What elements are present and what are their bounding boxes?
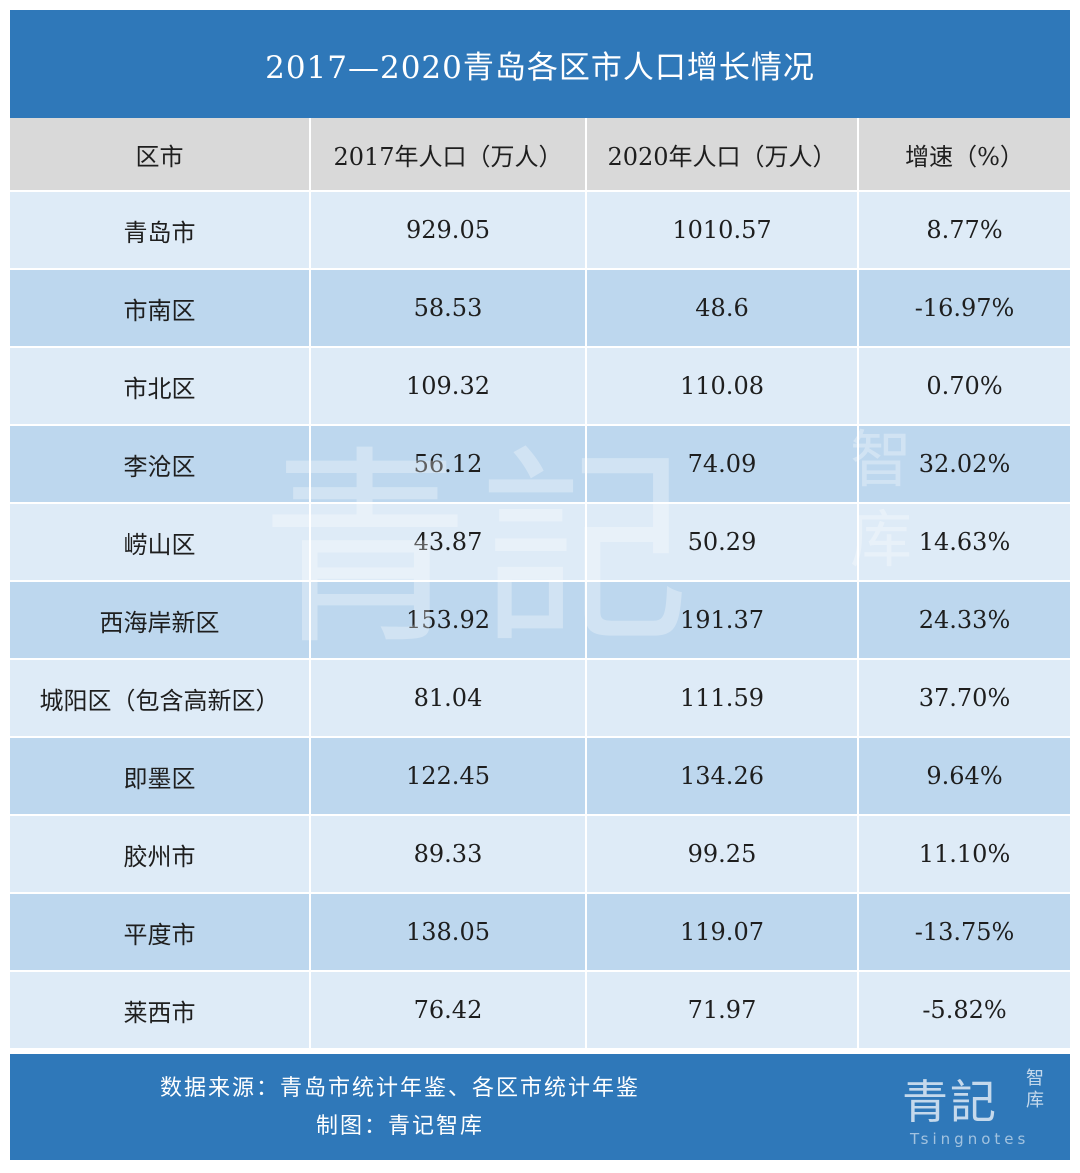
cell-pop-2017: 109.32	[310, 347, 587, 426]
cell-pop-2017: 76.42	[310, 971, 587, 1050]
cell-district: 平度市	[10, 893, 311, 972]
cell-pop-2017: 43.87	[310, 503, 587, 582]
table-row: 城阳区（包含高新区） 81.04 111.59 37.70%	[10, 659, 1070, 738]
cell-pop-2020: 191.37	[586, 581, 859, 660]
cell-pop-2017: 929.05	[310, 191, 587, 270]
cell-pop-2017: 153.92	[310, 581, 587, 660]
table-row: 市北区 109.32 110.08 0.70%	[10, 347, 1070, 426]
logo-sub-text: 智库	[1026, 1068, 1044, 1111]
table-row: 市南区 58.53 48.6 -16.97%	[10, 269, 1070, 348]
table-row: 李沧区 56.12 74.09 32.02%	[10, 425, 1070, 504]
cell-pop-2020: 119.07	[586, 893, 859, 972]
table-row: 莱西市 76.42 71.97 -5.82%	[10, 971, 1070, 1050]
cell-growth: -16.97%	[858, 269, 1070, 348]
table-row: 胶州市 89.33 99.25 11.10%	[10, 815, 1070, 894]
cell-growth: 32.02%	[858, 425, 1070, 504]
table-title: 2017—2020青岛各区市人口增长情况	[10, 10, 1070, 118]
cell-pop-2020: 1010.57	[586, 191, 859, 270]
header-pop-2020: 2020年人口（万人）	[586, 118, 859, 192]
header-growth: 增速（%）	[858, 118, 1070, 192]
cell-pop-2017: 122.45	[310, 737, 587, 816]
cell-pop-2020: 110.08	[586, 347, 859, 426]
footer-bar: 数据来源：青岛市统计年鉴、各区市统计年鉴 制图：青记智库 青記 智库 Tsing…	[10, 1054, 1070, 1160]
cell-district: 莱西市	[10, 971, 311, 1050]
cell-pop-2020: 74.09	[586, 425, 859, 504]
cell-pop-2020: 134.26	[586, 737, 859, 816]
table-header-row: 区市 2017年人口（万人） 2020年人口（万人） 增速（%）	[10, 118, 1070, 192]
cell-pop-2017: 58.53	[310, 269, 587, 348]
population-table: 区市 2017年人口（万人） 2020年人口（万人） 增速（%） 青岛市 929.…	[10, 118, 1070, 1050]
chart-maker-note: 制图：青记智库	[315, 1114, 484, 1139]
cell-district: 即墨区	[10, 737, 311, 816]
table-row: 崂山区 43.87 50.29 14.63%	[10, 503, 1070, 582]
data-source-note: 数据来源：青岛市统计年鉴、各区市统计年鉴	[159, 1076, 640, 1101]
cell-pop-2017: 56.12	[310, 425, 587, 504]
table-row: 青岛市 929.05 1010.57 8.77%	[10, 191, 1070, 270]
cell-pop-2017: 138.05	[310, 893, 587, 972]
cell-growth: 11.10%	[858, 815, 1070, 894]
cell-district: 城阳区（包含高新区）	[10, 659, 311, 738]
cell-growth: 9.64%	[858, 737, 1070, 816]
cell-growth: 14.63%	[858, 503, 1070, 582]
cell-pop-2017: 81.04	[310, 659, 587, 738]
table-row: 平度市 138.05 119.07 -13.75%	[10, 893, 1070, 972]
cell-district: 崂山区	[10, 503, 311, 582]
cell-district: 西海岸新区	[10, 581, 311, 660]
cell-pop-2020: 71.97	[586, 971, 859, 1050]
cell-pop-2017: 89.33	[310, 815, 587, 894]
cell-district: 市南区	[10, 269, 311, 348]
cell-district: 青岛市	[10, 191, 311, 270]
cell-pop-2020: 48.6	[586, 269, 859, 348]
logo-main-text: 青記	[902, 1075, 998, 1129]
population-table-card: 2017—2020青岛各区市人口增长情况 区市 2017年人口（万人） 2020…	[10, 10, 1070, 1160]
cell-growth: -5.82%	[858, 971, 1070, 1050]
cell-growth: 24.33%	[858, 581, 1070, 660]
cell-growth: -13.75%	[858, 893, 1070, 972]
table-row: 即墨区 122.45 134.26 9.64%	[10, 737, 1070, 816]
header-pop-2017: 2017年人口（万人）	[310, 118, 587, 192]
cell-growth: 0.70%	[858, 347, 1070, 426]
cell-growth: 8.77%	[858, 191, 1070, 270]
cell-district: 市北区	[10, 347, 311, 426]
brand-logo: 青記 智库 Tsingnotes	[902, 1066, 1052, 1156]
cell-district: 李沧区	[10, 425, 311, 504]
logo-latin-text: Tsingnotes	[910, 1130, 1030, 1148]
cell-growth: 37.70%	[858, 659, 1070, 738]
cell-pop-2020: 99.25	[586, 815, 859, 894]
cell-district: 胶州市	[10, 815, 311, 894]
table-row: 西海岸新区 153.92 191.37 24.33%	[10, 581, 1070, 660]
cell-pop-2020: 111.59	[586, 659, 859, 738]
header-district: 区市	[10, 118, 311, 192]
cell-pop-2020: 50.29	[586, 503, 859, 582]
